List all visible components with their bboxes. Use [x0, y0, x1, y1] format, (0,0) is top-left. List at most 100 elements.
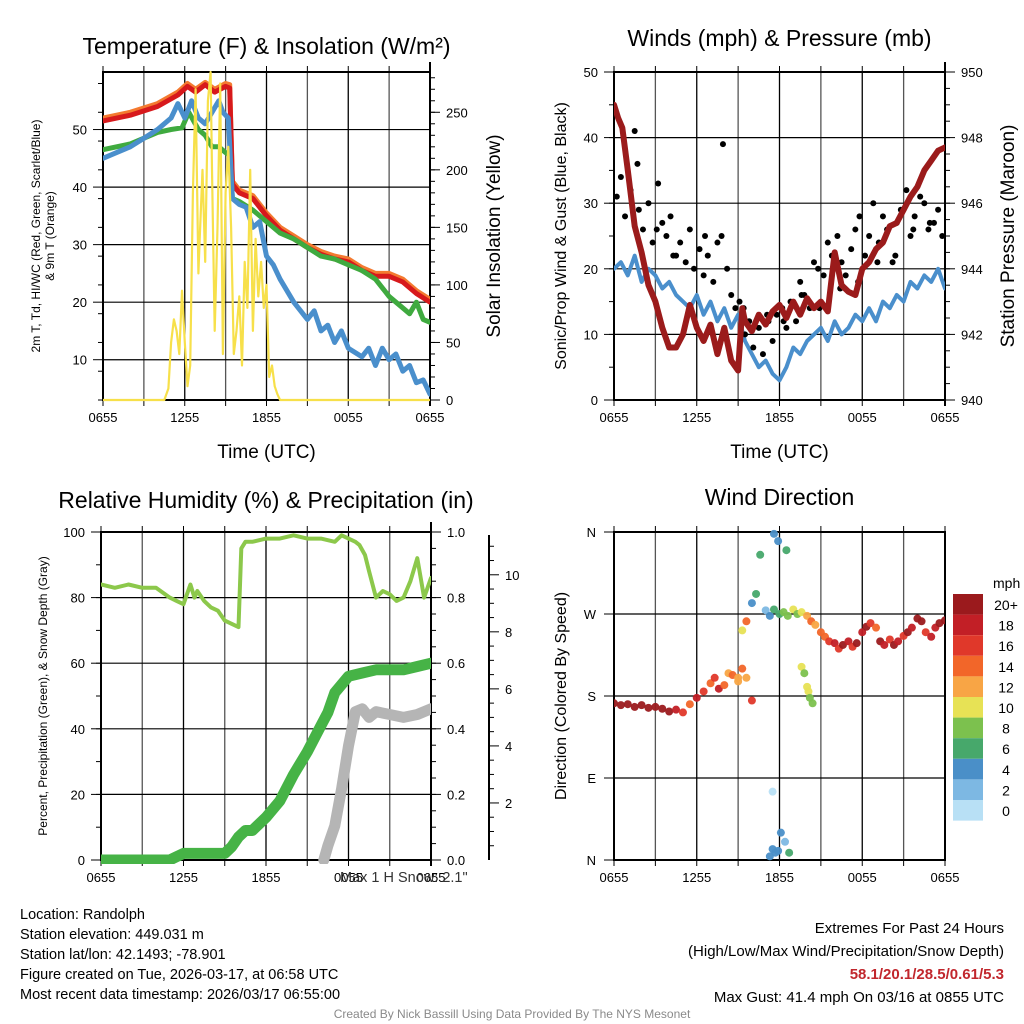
y-tick-label: W [584, 607, 597, 622]
direction-point [941, 616, 945, 625]
y-tick-label: 40 [71, 722, 85, 737]
legend-swatch [953, 779, 983, 800]
y-tick-label: 50 [584, 65, 598, 80]
x-tick-label: 0655 [600, 410, 629, 425]
series-gust-point [820, 272, 827, 279]
legend-title: mph [993, 575, 1020, 591]
series-gust-point [704, 252, 711, 259]
latlon-label: Station lat/lon: 42.1493; -78.901 [20, 947, 226, 963]
chart-humidity: Relative Humidity (%) & Precipitation (i… [36, 487, 519, 885]
legend-label: 2 [1002, 782, 1010, 798]
y2-tick-label: 0.0 [447, 853, 465, 868]
series-relative-humidity [101, 533, 431, 630]
legend-swatch [953, 717, 983, 739]
series-gust-point [617, 173, 624, 180]
series-snow-depth [318, 703, 431, 864]
series-gust-point [667, 213, 674, 220]
y2-tick-label: 200 [446, 163, 468, 178]
y2-tick-label: 0.6 [447, 656, 465, 671]
legend-label: 20+ [994, 597, 1018, 613]
series-gust-point [710, 278, 717, 285]
x-tick-label: 1855 [765, 870, 794, 885]
y-axis-label: Percent, Precipitation (Green), & Snow D… [36, 556, 50, 835]
direction-point [907, 623, 916, 632]
series-gust-point [907, 233, 914, 239]
x-tick-label: 1255 [169, 870, 198, 885]
y2-tick-label: 950 [961, 65, 983, 80]
series-gust-point [926, 219, 933, 226]
y2-tick-label: 0.2 [447, 787, 465, 802]
credit-line: Created By Nick Bassill Using Data Provi… [333, 1007, 691, 1021]
extremes-panel: Extremes For Past 24 Hours (High/Low/Max… [688, 917, 1004, 1009]
series-precipitation [101, 657, 431, 864]
y-tick-label: 30 [584, 196, 598, 211]
location-label: Location: Randolph [20, 907, 145, 923]
direction-point [776, 828, 785, 837]
y-tick-label: 60 [71, 656, 85, 671]
series-gust-point [903, 187, 910, 194]
series-group [614, 529, 945, 861]
x-tick-label: 1855 [765, 410, 794, 425]
y2-tick-label: 0 [446, 393, 453, 408]
y-tick-label: S [587, 689, 596, 704]
direction-point [800, 669, 809, 678]
series-gust-point [852, 226, 859, 233]
y2-tick-label: 100 [446, 278, 468, 293]
series-gust-point [889, 259, 896, 266]
series-group [101, 533, 431, 864]
direction-point [692, 693, 701, 702]
direction-point [644, 703, 653, 712]
y2-tick-label: 0.4 [447, 722, 465, 737]
legend-label: 0 [1002, 803, 1010, 819]
direction-point [880, 640, 889, 649]
direction-point [782, 546, 791, 555]
y2-tick-label: 1.0 [447, 525, 465, 540]
legend-label: 12 [998, 679, 1014, 695]
legend-swatch [953, 676, 983, 697]
direction-point [804, 687, 813, 696]
direction-point [761, 606, 770, 615]
legend-swatch [953, 594, 983, 615]
series-gust-point [815, 265, 822, 272]
series-gust-point [917, 193, 924, 200]
chart-title: Winds (mph) & Pressure (mb) [627, 25, 931, 51]
direction-point [747, 696, 756, 705]
series-gust-point [892, 252, 899, 259]
series-station-pressure [614, 101, 945, 374]
y2-tick-label: 250 [446, 105, 468, 120]
x-tick-label: 0055 [334, 410, 363, 425]
direction-point [738, 626, 747, 635]
y2-tick-label: 948 [961, 131, 983, 146]
series-hi-wc [103, 98, 430, 397]
direction-point [927, 632, 936, 641]
series-gust-point [631, 128, 638, 135]
series-gust-point [848, 246, 855, 253]
y-tick-label: 20 [584, 262, 598, 277]
direction-point [783, 611, 792, 620]
direction-point [614, 699, 618, 708]
series-gust-point [862, 252, 869, 259]
series-gust-point [773, 311, 780, 318]
y3-tick-label: 6 [505, 682, 512, 697]
y-tick-label: 50 [73, 123, 87, 138]
y3-tick-label: 4 [505, 739, 512, 754]
y-tick-label: N [587, 853, 596, 868]
series-gust-point [728, 292, 735, 299]
x-tick-label: 1255 [682, 870, 711, 885]
direction-point [706, 679, 715, 688]
y-tick-label: 40 [584, 131, 598, 146]
direction-point [630, 702, 639, 711]
series-gust-point [810, 259, 817, 266]
legend-label: 14 [998, 659, 1014, 675]
y-tick-label: 100 [63, 525, 85, 540]
chart-wind_direction: Wind Direction 0655 1255 1855 0055 0655 N E S W N D… [553, 484, 1020, 885]
series-gust-point [755, 324, 762, 331]
series-gust-point [653, 226, 660, 233]
series-gust-point [793, 318, 800, 325]
series-gust-point [759, 351, 766, 358]
chart-winds: Winds (mph) & Pressure (mb) 0655 1255 1855 0… [553, 25, 1019, 463]
legend-swatch [953, 655, 983, 677]
series-gust-point [663, 233, 670, 239]
x-axis-label: Time (UTC) [730, 442, 829, 463]
y3-tick-label: 10 [505, 568, 519, 583]
